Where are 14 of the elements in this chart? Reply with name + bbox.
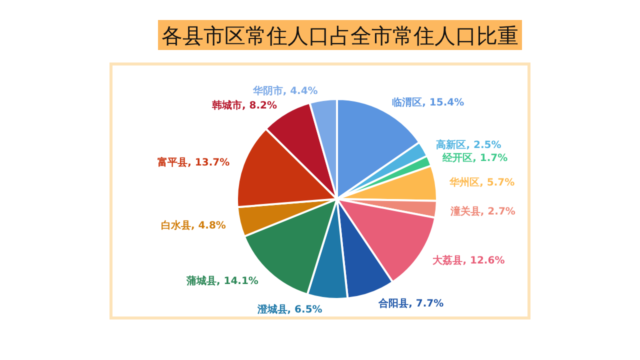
slice-label: 潼关县, 2.7% xyxy=(449,205,516,218)
slice-label: 大荔县, 12.6% xyxy=(432,254,505,267)
slice-label: 华州区, 5.7% xyxy=(448,176,515,188)
slice-label: 蒲城县, 14.1% xyxy=(185,274,258,287)
slice-label: 富平县, 13.7% xyxy=(158,156,230,168)
chart-title: 各县市区常住人口占全市常住人口比重 xyxy=(162,24,518,48)
slice-label: 华阴市, 4.4% xyxy=(252,85,318,98)
slice-label: 合阳县, 7.7% xyxy=(378,297,444,310)
slice-label: 白水县, 4.8% xyxy=(160,219,226,232)
slice-label: 澄城县, 6.5% xyxy=(256,303,322,316)
slice-label: 高新区, 2.5% xyxy=(436,138,502,151)
slice-label: 临渭区, 15.4% xyxy=(392,96,464,109)
slice-label: 韩城市, 8.2% xyxy=(210,99,278,112)
slice-label: 经开区, 1.7% xyxy=(442,152,508,164)
